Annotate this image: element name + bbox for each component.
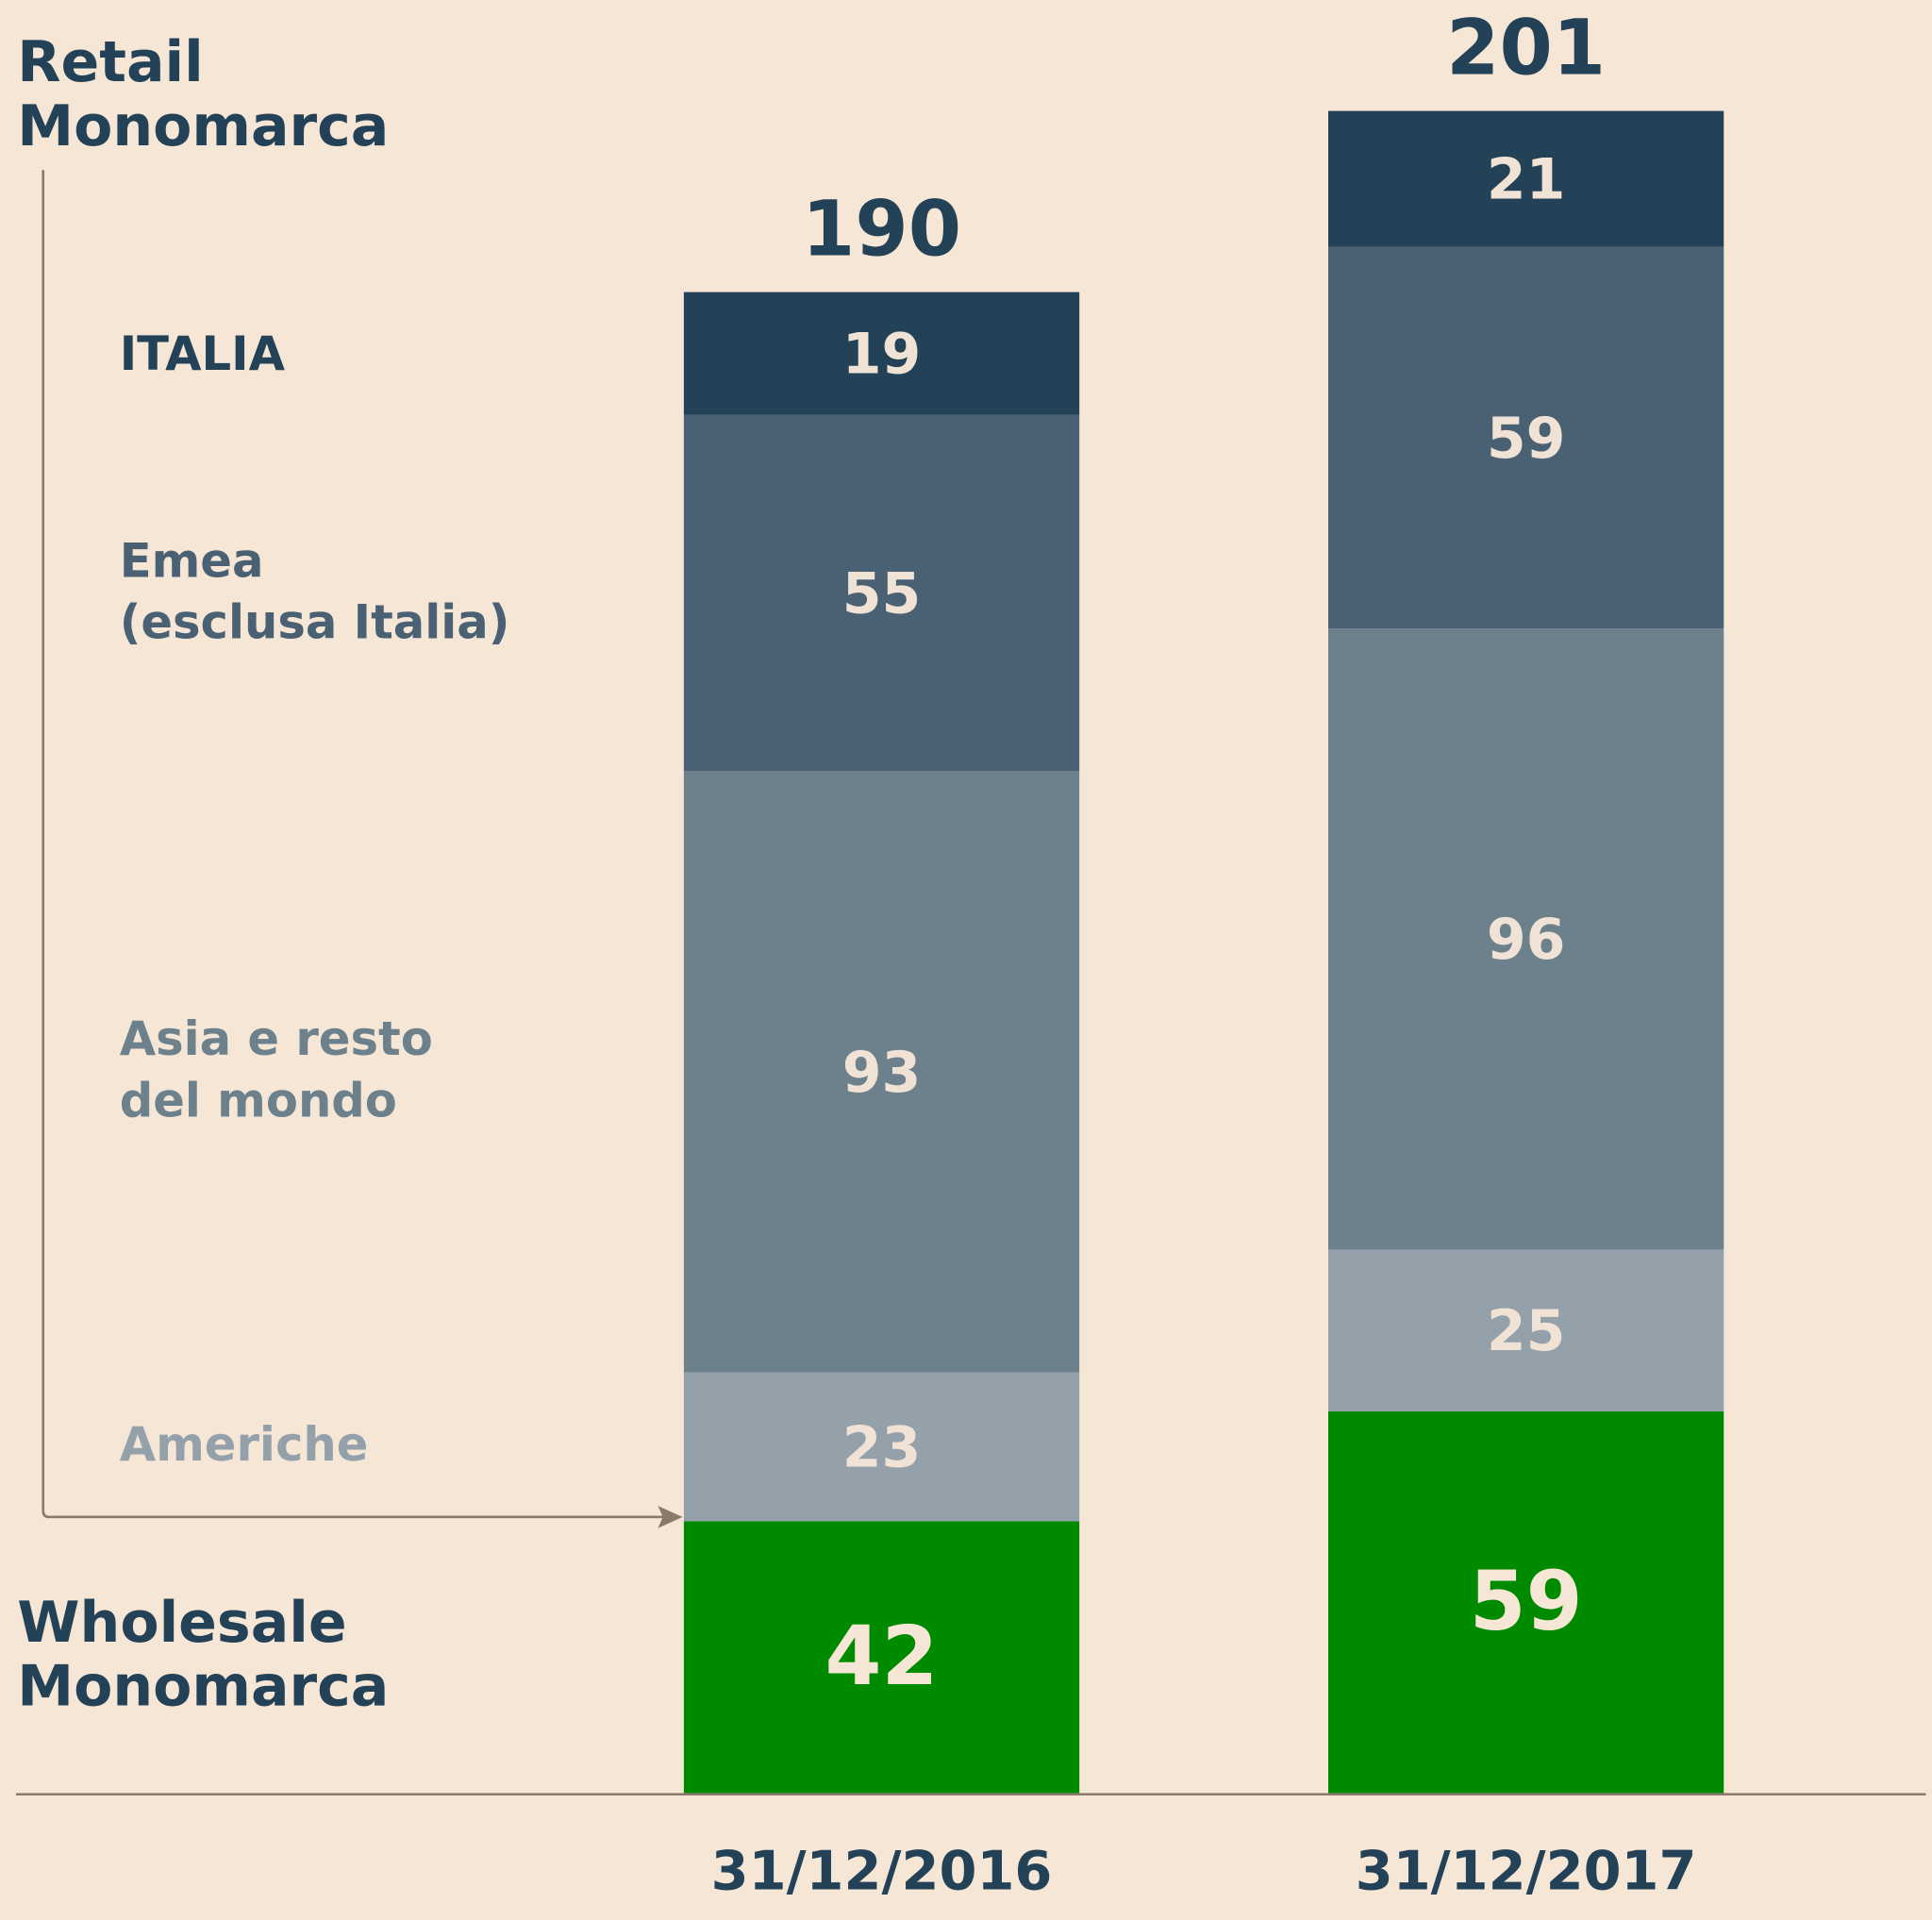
legend-label: del mondo bbox=[120, 1073, 397, 1127]
data-label: 59 bbox=[1487, 406, 1566, 472]
bar-segment-italia bbox=[1328, 110, 1724, 247]
retail-bracket-arrow bbox=[42, 170, 666, 1519]
legend-label: Americhe bbox=[120, 1417, 369, 1472]
total-label: 190 bbox=[802, 185, 961, 274]
legend-label: (esclusa Italia) bbox=[120, 595, 510, 650]
data-label: 25 bbox=[1487, 1298, 1566, 1364]
bar-segment-wholesale-monomarca bbox=[683, 1521, 1080, 1794]
bar-segment-emea-esclusa-italia bbox=[1328, 246, 1724, 629]
data-label: 19 bbox=[842, 322, 922, 388]
bar-segment-asia-e-resto-del-mondo bbox=[1328, 628, 1724, 1250]
bar-segment-americhe bbox=[1328, 1249, 1724, 1411]
retail-group-label: Monomarca bbox=[17, 93, 389, 159]
bar-segment-italia bbox=[683, 292, 1080, 415]
retail-group-label: Retail bbox=[17, 29, 203, 95]
data-label: 93 bbox=[842, 1040, 922, 1106]
wholesale-group-label: Wholesale bbox=[17, 1590, 346, 1656]
data-label: 55 bbox=[842, 560, 922, 626]
data-label: 96 bbox=[1487, 907, 1566, 973]
data-label: 21 bbox=[1487, 146, 1566, 212]
data-label: 59 bbox=[1470, 1555, 1583, 1649]
bar-segment-americhe bbox=[683, 1372, 1080, 1522]
data-label: 23 bbox=[842, 1414, 922, 1480]
legend-label: Asia e resto bbox=[120, 1011, 433, 1066]
data-label: 42 bbox=[825, 1610, 939, 1704]
arrow-head-icon bbox=[658, 1506, 683, 1528]
x-tick-label: 31/12/2017 bbox=[1356, 1839, 1697, 1902]
total-label: 201 bbox=[1446, 4, 1606, 92]
bar-segment-asia-e-resto-del-mondo bbox=[683, 771, 1080, 1373]
bar-segment-wholesale-monomarca bbox=[1328, 1411, 1724, 1794]
bar-segment-emea-esclusa-italia bbox=[683, 414, 1080, 772]
legend-label: Emea bbox=[120, 533, 264, 588]
x-tick-label: 31/12/2016 bbox=[711, 1839, 1053, 1902]
wholesale-group-label: Monomarca bbox=[17, 1654, 389, 1720]
legend-label: ITALIA bbox=[120, 326, 286, 381]
